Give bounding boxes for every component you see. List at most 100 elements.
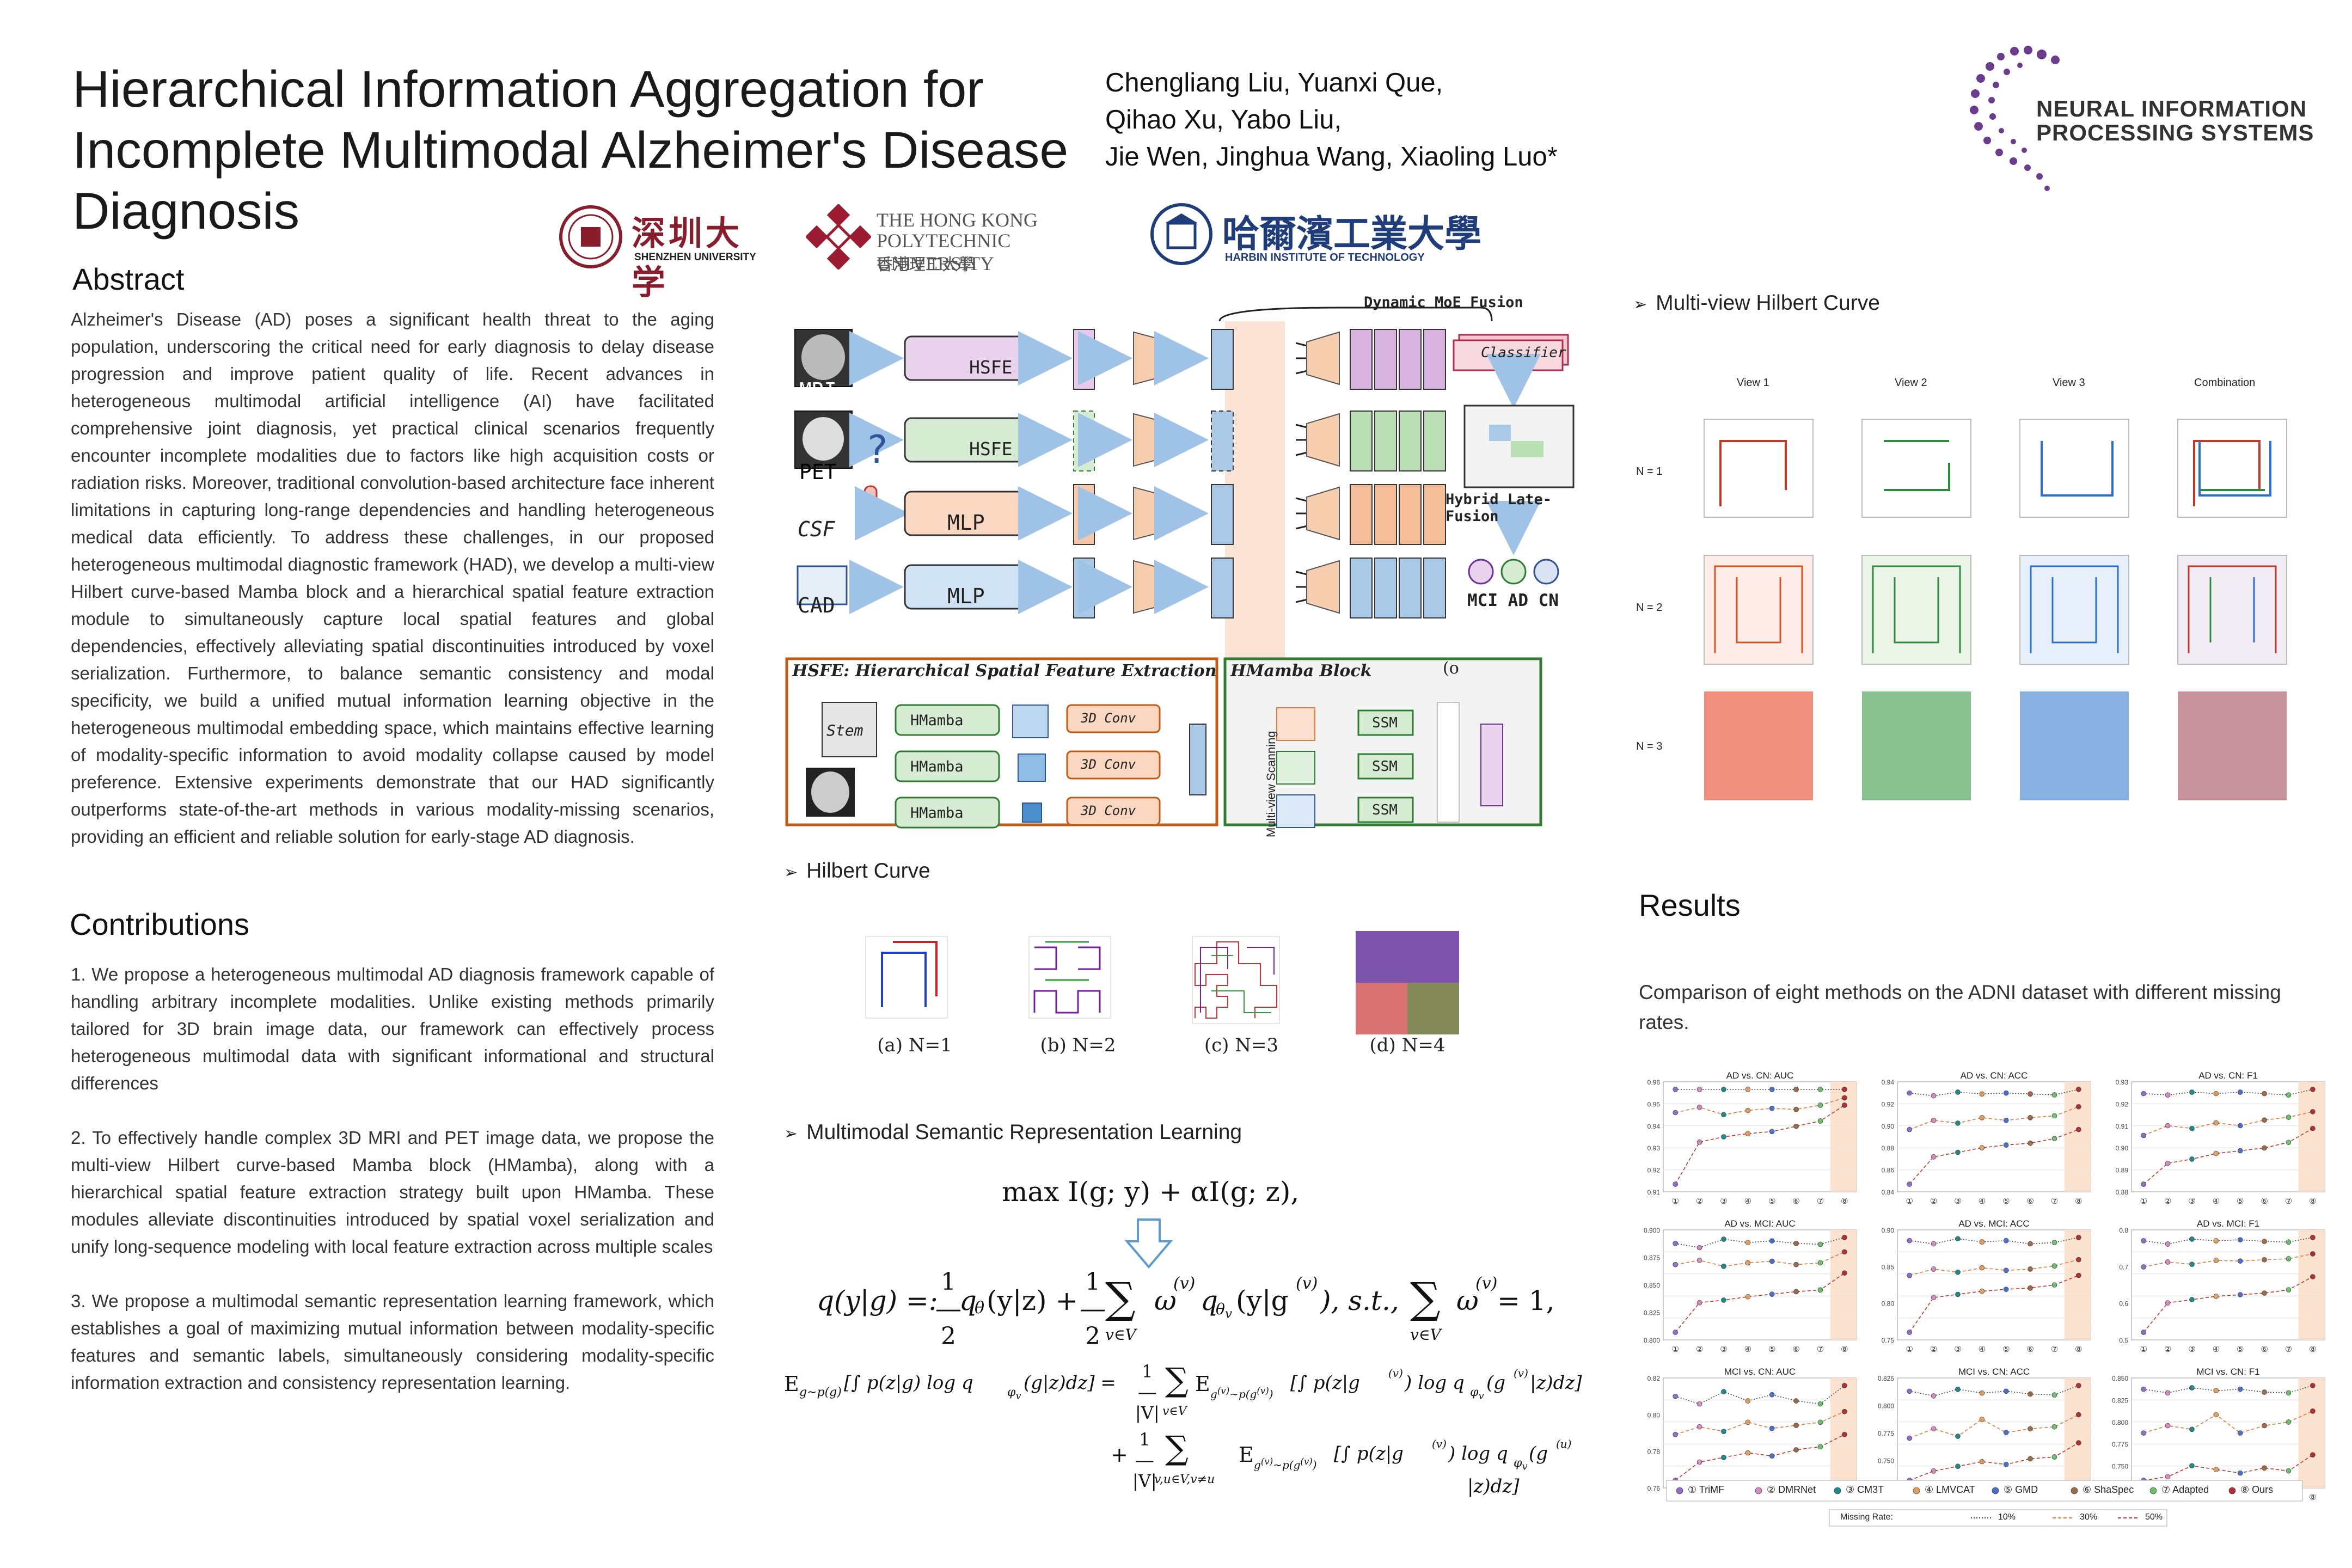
framework-diagram (785, 307, 1575, 829)
hilbert-caption-3: (c) N=3 (1204, 1034, 1279, 1056)
data-point (2076, 1235, 2081, 1240)
data-point (1696, 1258, 1702, 1263)
result-chart: AD vs. MCI: AUC 0.900 0.875 0.850 0.825 0.800… (1644, 1218, 1857, 1354)
ours-highlight (1830, 1230, 1857, 1340)
data-point (1673, 1110, 1678, 1116)
data-point (2286, 1256, 2292, 1261)
data-point (1793, 1087, 1799, 1092)
x-tick-label: ③ (1954, 1344, 1961, 1354)
multiview-col-1: View 1 (1737, 377, 1769, 389)
modality-label-csf: CSF (798, 517, 835, 541)
encoder-label-1: HSFE (969, 357, 1013, 378)
x-tick-label: ③ (1720, 1344, 1727, 1354)
series-line (1675, 1105, 1845, 1185)
bullet-arrow-icon: ➢ (1633, 296, 1647, 314)
framework-figure: Dynamic MoE Fusion Classifier Hybrid Lat… (784, 289, 1601, 837)
polyu-logo: THE HONG KONG POLYTECHNIC UNIVERSITY 香港理… (806, 204, 1132, 275)
eq3-sum: ∑ (1165, 1361, 1189, 1399)
data-point (1955, 1089, 1961, 1095)
data-point (2051, 1136, 2057, 1142)
data-point (1955, 1120, 1961, 1126)
data-point (1721, 1297, 1726, 1303)
data-point (2310, 1109, 2316, 1114)
eq4-sup: (v) (1432, 1437, 1447, 1450)
data-point (1696, 1300, 1702, 1306)
series-line (1675, 1434, 1845, 1481)
multiview-grid: View 1 View 2 View 3 Combination N = 1 N… (1633, 370, 2319, 806)
eq2-sum-sub-2: v∈V (1410, 1326, 1441, 1344)
eq2-sum-1: ∑ (1105, 1274, 1136, 1323)
data-point (1696, 1105, 1702, 1110)
eq2-q-theta: q (959, 1285, 977, 1316)
data-point (1817, 1401, 1823, 1407)
plot-area (1663, 1081, 1857, 1192)
eq2-q-theta-v: q (1200, 1285, 1218, 1316)
data-point (2051, 1240, 2057, 1246)
data-point (1817, 1102, 1823, 1108)
eq2-theta-v-sub: θv (1216, 1300, 1233, 1321)
data-point (2213, 1294, 2219, 1299)
data-point (1769, 1258, 1775, 1264)
data-point (2310, 1274, 2316, 1279)
y-tick-label: 0.91 (2116, 1123, 2129, 1130)
x-tick-label: ⑧ (2075, 1344, 2082, 1354)
polyu-name-cn: 香港理工大學 (877, 256, 975, 274)
eq2-rhs: = 1, (1497, 1285, 1555, 1316)
multiview-col-4: Combination (2194, 377, 2256, 389)
neurips-name-1: NEURAL INFORMATION (2036, 96, 2307, 121)
data-point (2237, 1148, 2243, 1154)
data-point (1793, 1447, 1799, 1453)
eq2-sum-sub-1: v∈V (1105, 1326, 1136, 1344)
eq3-rhs-expectation-sub: g(v)∼p(g(v)) (1210, 1386, 1273, 1401)
hit-cn-name: 哈爾濱工業大學 (1222, 213, 1482, 255)
data-point (2141, 1330, 2146, 1335)
data-point (2189, 1297, 2195, 1302)
y-tick-label: 0.825 (2112, 1396, 2128, 1404)
hit-emblem-icon (1150, 203, 1212, 265)
legend-missing-30: 30% (2080, 1512, 2098, 1522)
data-point (1769, 1238, 1775, 1244)
data-point (1721, 1112, 1726, 1118)
bullet-arrow-icon: ➢ (784, 863, 798, 881)
series-line (1909, 1259, 2079, 1276)
legend-marker (1992, 1487, 1999, 1494)
eq2-half-1: 1 ― 2 (936, 1268, 960, 1350)
data-point (1979, 1459, 1985, 1465)
contributions-heading: Contributions (70, 907, 249, 941)
contributions-list: 1. We propose a heterogeneous multimodal… (71, 961, 714, 1424)
data-point (2165, 1423, 2171, 1429)
data-point (1907, 1238, 1912, 1244)
data-point (2165, 1300, 2171, 1306)
data-point (1842, 1270, 1847, 1276)
x-tick-label: ④ (1979, 1344, 1986, 1354)
result-chart: MCI vs. CN: ACC0.8250.8000.7750.7500.725… (1878, 1367, 2091, 1502)
eq3-lhs: [∫ p(z|g) log q (844, 1372, 973, 1394)
results-charts: AD vs. CN: AUC 0.96 0.95 0.94 0.93 0.92 0.91 ① ②… (1639, 1070, 2347, 1516)
data-point (2003, 1461, 2009, 1467)
data-point (2213, 1238, 2219, 1244)
data-point (2028, 1241, 2033, 1247)
data-point (2262, 1389, 2267, 1395)
x-tick-label: ② (2164, 1196, 2171, 1206)
data-point (1721, 1263, 1726, 1269)
data-point (1793, 1106, 1799, 1112)
data-point (1817, 1287, 1823, 1293)
eq3-rhs-phi: φv (1470, 1386, 1484, 1402)
y-tick-label: 0.76 (1647, 1485, 1661, 1492)
eq4-sum: ∑ (1165, 1429, 1189, 1467)
data-point (2286, 1390, 2292, 1396)
plot-area (1663, 1229, 1857, 1340)
hilbert-n4 (1356, 931, 1459, 1034)
data-point (2213, 1467, 2219, 1472)
x-tick-label: ⑦ (2051, 1196, 2058, 1206)
series-line (2143, 1276, 2313, 1333)
data-point (1696, 1459, 1702, 1465)
multiview-row-3: N = 3 (1636, 740, 1663, 752)
eq2-yg: (y|g (1236, 1285, 1289, 1316)
x-tick-label: ⑤ (1768, 1344, 1775, 1354)
data-point (2028, 1266, 2033, 1272)
data-point (2141, 1091, 2146, 1097)
data-point (1817, 1419, 1823, 1425)
data-point (2051, 1263, 2057, 1269)
data-point (2003, 1238, 2009, 1244)
